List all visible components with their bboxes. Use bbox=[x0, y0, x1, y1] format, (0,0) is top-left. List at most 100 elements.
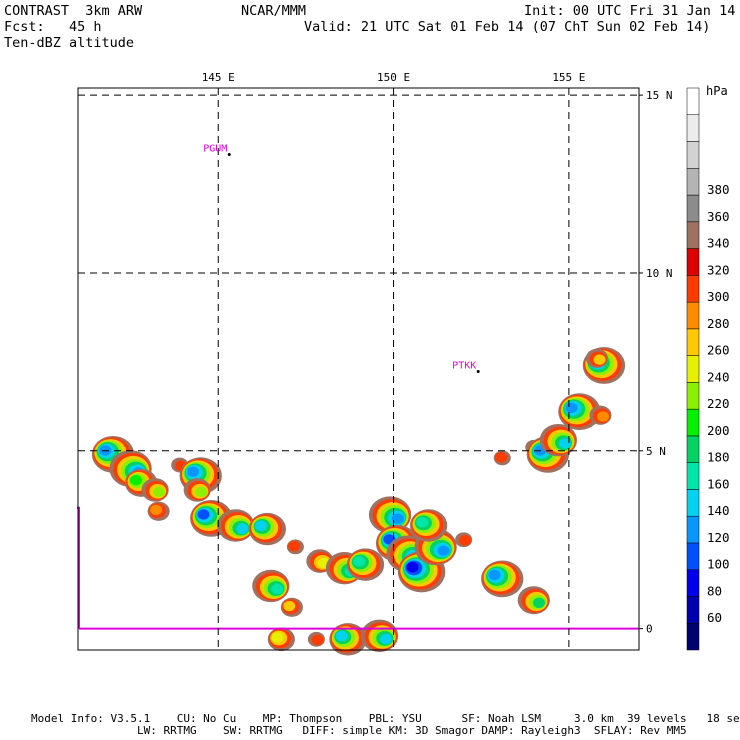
colorbar-tick-label: 360 bbox=[707, 209, 730, 224]
storm-cell bbox=[346, 548, 385, 581]
storm-cell bbox=[517, 586, 550, 615]
storm-cell bbox=[307, 631, 325, 647]
lat-tick-label: 10 N bbox=[646, 267, 673, 280]
cell-ring bbox=[380, 633, 393, 645]
colorbar-swatch bbox=[686, 382, 700, 410]
cell-ring bbox=[533, 597, 545, 609]
colorbar-swatch bbox=[686, 542, 700, 570]
station-markers: PGUM PTKK bbox=[203, 143, 480, 373]
colorbar-swatch bbox=[686, 355, 700, 383]
colorbar-swatch bbox=[686, 301, 700, 330]
colorbar-swatch bbox=[686, 569, 700, 597]
colorbar-tick-label: 380 bbox=[707, 182, 730, 197]
storm-cell bbox=[360, 619, 399, 652]
forecast-hour: Fcst: 45 h bbox=[4, 19, 102, 35]
storm-cell bbox=[455, 532, 473, 548]
storm-cell bbox=[147, 501, 170, 521]
colorbar-swatch bbox=[686, 168, 700, 196]
colorbar-swatch bbox=[686, 462, 700, 490]
colorbar-swatch bbox=[686, 622, 700, 651]
cell-ring bbox=[335, 630, 348, 642]
cell-ring bbox=[597, 411, 610, 422]
cell-ring bbox=[494, 452, 507, 463]
cell-ring bbox=[416, 517, 429, 528]
cell-ring bbox=[311, 634, 324, 646]
colorbar-tick-label: 340 bbox=[707, 236, 730, 251]
cell-ring bbox=[437, 545, 450, 556]
storm-cell bbox=[286, 539, 304, 555]
cell-ring bbox=[197, 509, 210, 520]
cell-ring bbox=[186, 466, 199, 478]
colorbar-tick-label: 240 bbox=[707, 369, 730, 384]
cell-ring bbox=[353, 556, 365, 567]
cell-ring bbox=[153, 486, 166, 498]
storm-cell bbox=[493, 450, 511, 466]
map-frame bbox=[77, 87, 640, 651]
lon-tick-label: 150 E bbox=[377, 71, 410, 84]
storm-cell bbox=[252, 569, 290, 603]
colorbar-tick-label: 300 bbox=[707, 289, 730, 304]
longitude-tick-labels: 145 E 150 E 155 E bbox=[202, 71, 586, 84]
colorbar-tick-label: 280 bbox=[707, 316, 730, 331]
storm-cell bbox=[589, 405, 612, 425]
station-marker bbox=[227, 152, 231, 156]
cell-ring bbox=[288, 540, 301, 552]
storm-cell bbox=[329, 623, 367, 656]
station-marker bbox=[476, 369, 480, 373]
storm-cell bbox=[409, 509, 448, 542]
colorbar-swatch bbox=[686, 408, 700, 437]
cell-ring bbox=[391, 513, 404, 524]
cell-ring bbox=[558, 438, 571, 449]
cell-ring bbox=[593, 354, 606, 365]
model-title: CONTRAST 3km ARW bbox=[4, 3, 143, 19]
lon-tick-label: 145 E bbox=[202, 71, 235, 84]
storm-cell bbox=[248, 512, 286, 546]
storm-cell bbox=[217, 509, 255, 542]
cell-ring bbox=[195, 486, 208, 498]
model-info-line1: Model Info: V3.5.1 CU: No Cu MP: Thompso… bbox=[31, 712, 740, 725]
cell-ring bbox=[406, 561, 419, 573]
cell-ring bbox=[459, 535, 471, 546]
cell-ring bbox=[150, 504, 163, 516]
colorbar-swatch bbox=[686, 141, 700, 169]
colorbar-tick-label: 120 bbox=[707, 530, 730, 545]
storm-cell bbox=[280, 597, 303, 617]
colorbar-tick-label: 140 bbox=[707, 503, 730, 518]
colorbar-tick-label: 80 bbox=[707, 583, 722, 598]
model-info-line2: LW: RRTMG SW: RRTMG DIFF: simple KM: 3D … bbox=[31, 724, 687, 737]
station-label: PGUM bbox=[203, 143, 227, 154]
colorbar-swatch bbox=[686, 248, 700, 276]
storm-cell bbox=[539, 423, 577, 457]
cell-ring bbox=[271, 584, 284, 595]
field-title: Ten-dBZ altitude bbox=[4, 35, 135, 51]
colorbar-swatch bbox=[686, 515, 700, 544]
map-grid bbox=[78, 88, 639, 650]
colorbar: 60 80 100 120 140 160 180 200 220 240 260 280 300 320… bbox=[686, 87, 730, 651]
storm-cell bbox=[368, 496, 412, 534]
lat-tick-label: 5 N bbox=[646, 445, 666, 458]
colorbar-swatch bbox=[686, 328, 700, 356]
storm-cell bbox=[481, 560, 524, 598]
colorbar-swatch bbox=[686, 489, 700, 517]
storm-cell bbox=[585, 348, 608, 368]
lat-tick-label: 15 N bbox=[646, 89, 673, 102]
cell-ring bbox=[271, 632, 284, 643]
lat-tick-label: 0 bbox=[646, 623, 653, 636]
cell-ring bbox=[236, 523, 249, 534]
cell-ring bbox=[488, 569, 501, 581]
colorbar-swatch bbox=[686, 114, 700, 142]
colorbar-tick-label: 180 bbox=[707, 450, 730, 465]
colorbar-swatch bbox=[686, 87, 700, 116]
storm-cell bbox=[141, 478, 169, 502]
cell-ring bbox=[283, 600, 296, 612]
latitude-tick-labels: 0 5 N 10 N 15 N bbox=[639, 89, 673, 636]
storm-cell bbox=[267, 627, 295, 652]
valid-time: Valid: 21 UTC Sat 01 Feb 14 (07 ChT Sun … bbox=[304, 19, 711, 35]
reflectivity-cells bbox=[91, 347, 626, 656]
colorbar-tick-label: 320 bbox=[707, 262, 730, 277]
station-label: PTKK bbox=[452, 360, 476, 371]
colorbar-tick-label: 260 bbox=[707, 343, 730, 358]
colorbar-swatch bbox=[686, 221, 700, 249]
colorbar-swatch bbox=[686, 275, 700, 303]
org-label: NCAR/MMM bbox=[241, 3, 307, 19]
